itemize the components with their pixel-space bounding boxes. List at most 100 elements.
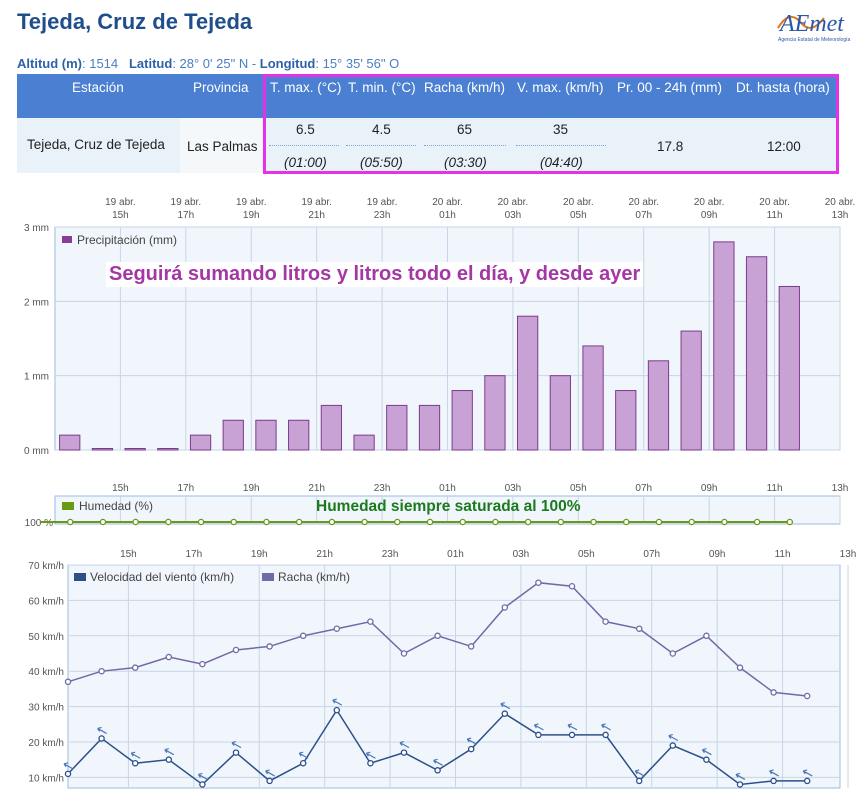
humidity-point — [721, 518, 728, 526]
y-tick-label: 2 mm — [24, 297, 49, 308]
y-tick-label: 30 km/h — [28, 703, 64, 714]
humidity-point — [492, 518, 499, 526]
latitud-value: : 28° 0' 25" N - — [172, 56, 260, 71]
gust-point — [266, 643, 273, 650]
humidity-point — [99, 518, 107, 526]
wind-direction-arrow-icon — [231, 741, 242, 749]
humidity-point — [426, 518, 434, 526]
wind-speed-point — [367, 759, 374, 767]
table-header-row — [17, 74, 839, 118]
precip-bar — [124, 448, 146, 451]
precip-bar — [418, 404, 441, 451]
wind-speed-point — [568, 731, 576, 739]
gust-point — [299, 632, 307, 640]
humidity-point — [459, 518, 466, 526]
precip-bar — [745, 256, 768, 451]
wind-direction-arrow-icon — [466, 737, 477, 745]
divider — [346, 145, 416, 146]
x-tick-label: 05h — [570, 483, 587, 494]
precip-bar — [91, 448, 114, 451]
x-tick-label: 09h — [701, 483, 718, 494]
humidity-point — [623, 518, 630, 526]
x-top-tick-label: 09h — [701, 210, 718, 221]
humidity-point — [753, 518, 761, 526]
precip-bar — [386, 404, 408, 451]
gust-point — [434, 632, 441, 640]
y-tick-label: 100 % — [25, 518, 53, 529]
humidity-point — [590, 518, 597, 526]
cell-hasta: 12:00 — [767, 139, 801, 154]
gust-point — [131, 664, 139, 671]
wind-direction-arrow-icon — [298, 751, 309, 759]
legend-swatch — [74, 573, 86, 581]
col-header-tmin: T. min. (°C) — [348, 80, 416, 95]
x-tick-label: 07h — [643, 549, 660, 560]
y-tick-label: 40 km/h — [28, 667, 64, 678]
wind-speed-point — [400, 749, 408, 756]
gust-point — [602, 618, 609, 625]
precip-bar — [451, 390, 473, 451]
gust-point — [703, 632, 710, 640]
humidity-point — [263, 518, 270, 526]
wind-speed-point — [299, 759, 307, 767]
col-header-racha: Racha (km/h) — [424, 80, 506, 95]
col-header-station: Estación — [72, 80, 124, 95]
x-tick-label: 21h — [308, 483, 325, 494]
x-top-tick-label: 23h — [374, 210, 391, 221]
wind-speed-point — [64, 770, 72, 778]
wind-direction-arrow-icon — [197, 772, 208, 780]
col-header-precip: Pr. 00 - 24h (mm) — [617, 80, 723, 95]
gust-point — [736, 664, 744, 671]
precip-bar — [189, 434, 212, 451]
col-header-tmax: T. max. (°C) — [270, 80, 342, 95]
x-top-tick-label: 07h — [635, 210, 652, 221]
cell-tmin-time: (05:50) — [360, 155, 403, 170]
precip-bar — [320, 404, 343, 451]
x-top-tick-label: 19 abr. — [236, 197, 267, 208]
x-top-tick-label: 19 abr. — [301, 197, 332, 208]
cell-province: Las Palmas — [187, 139, 258, 154]
wind-speed-point — [199, 781, 206, 788]
wind-direction-arrow-icon — [97, 726, 107, 734]
humidity-point — [230, 518, 238, 526]
legend-label: Humedad (%) — [79, 499, 153, 513]
gust-point — [501, 604, 509, 611]
wind-speed-point — [467, 745, 475, 753]
divider — [269, 145, 339, 146]
y-tick-label: 20 km/h — [28, 738, 64, 749]
wind-direction-arrow-icon — [668, 733, 679, 742]
aemet-logo[interactable]: AEmet Agencia Estatal de Meteorología — [772, 4, 858, 46]
x-top-tick-label: 20 abr. — [498, 197, 529, 208]
x-tick-label: 17h — [177, 483, 194, 494]
x-tick-label: 21h — [316, 549, 333, 560]
gust-point — [232, 646, 240, 654]
wind-direction-arrow-icon — [701, 748, 712, 756]
x-top-tick-label: 11h — [767, 210, 783, 221]
humidity-point — [361, 518, 368, 526]
logo-swoosh-icon — [777, 16, 825, 29]
x-top-tick-label: 01h — [439, 210, 456, 221]
y-tick-label: 1 mm — [24, 372, 49, 383]
gust-point — [98, 667, 105, 675]
cell-racha: 65 — [457, 122, 473, 137]
wind-speed-point — [602, 731, 609, 739]
x-tick-label: 05h — [578, 549, 595, 560]
divider — [516, 145, 606, 146]
gust-point — [199, 660, 206, 668]
humidity-point — [165, 518, 172, 526]
x-top-tick-label: 19 abr. — [171, 197, 202, 208]
gust-point — [467, 643, 475, 650]
legend-label: Velocidad del viento (km/h) — [90, 570, 234, 584]
wind-direction-arrow-icon — [500, 702, 511, 710]
precip-bar — [615, 390, 637, 451]
humidity-point — [66, 518, 74, 526]
gust-point — [669, 650, 677, 657]
humidity-point — [557, 518, 565, 526]
cell-precip: 17.8 — [657, 139, 684, 154]
wind-speed-point — [98, 735, 105, 742]
humidity-annotation: Humedad siempre saturada al 100% — [316, 498, 581, 515]
altitud-label: Altitud (m) — [17, 56, 82, 71]
wind-speed-point — [165, 756, 173, 763]
wind-speed-point — [635, 777, 643, 785]
legend-swatch — [62, 236, 72, 243]
